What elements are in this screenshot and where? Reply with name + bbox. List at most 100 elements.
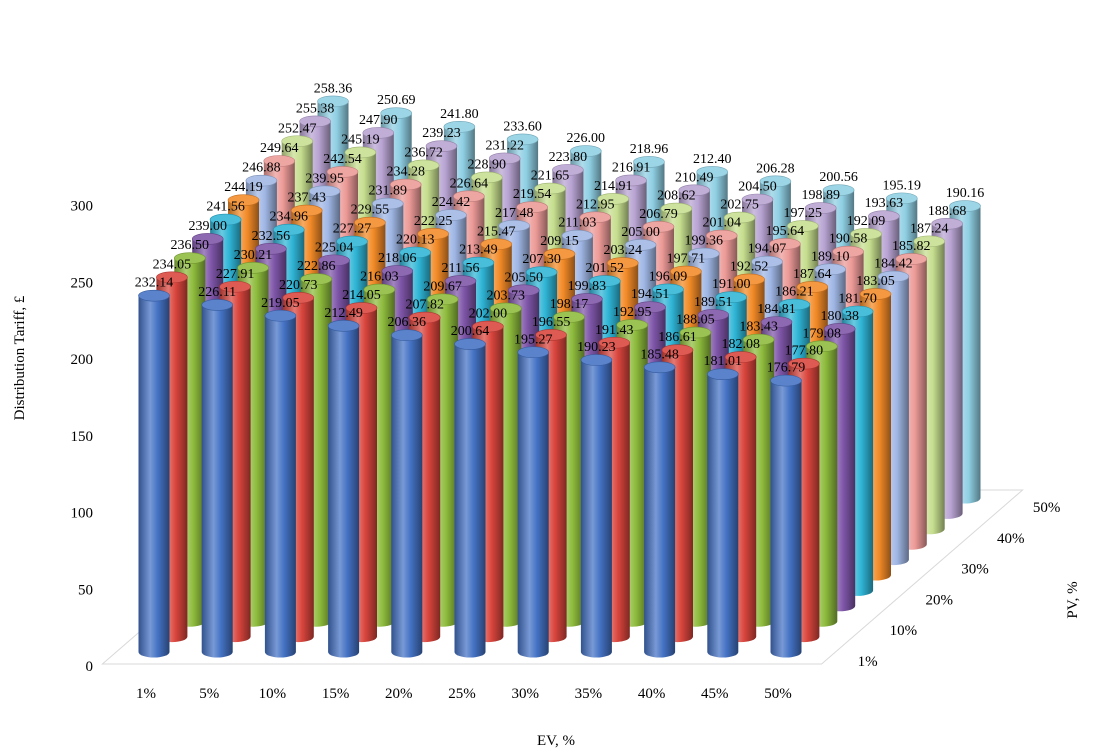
bar-top — [561, 229, 594, 242]
x-tick-label: 1% — [136, 686, 156, 702]
bar-top — [209, 213, 242, 226]
bar-body — [391, 335, 423, 658]
data-label: 203.73 — [487, 288, 526, 303]
data-label: 244.19 — [224, 180, 263, 195]
bar-top — [281, 135, 314, 148]
data-label: 182.08 — [721, 337, 760, 352]
bar-top — [470, 171, 503, 184]
bar-body — [138, 295, 170, 658]
bar-top — [363, 283, 396, 296]
data-label: 189.51 — [694, 295, 733, 310]
x-axis-title: EV, % — [537, 733, 575, 749]
data-label: 211.56 — [442, 261, 480, 276]
data-label: 226.11 — [198, 285, 236, 300]
bar-top — [687, 247, 720, 260]
data-label: 215.47 — [477, 224, 516, 239]
data-label: 206.28 — [756, 161, 795, 176]
bars — [138, 95, 981, 658]
data-label: 201.52 — [586, 261, 625, 276]
data-label: 239.00 — [188, 219, 227, 234]
data-label: 197.71 — [667, 252, 706, 267]
y-tick-label: 250 — [71, 275, 94, 291]
depth-tick-label: 40% — [997, 531, 1025, 547]
bar-top — [931, 217, 963, 230]
bar-top — [264, 309, 297, 322]
data-label: 199.36 — [685, 234, 724, 249]
data-label: 206.36 — [388, 315, 427, 330]
data-label: 212.49 — [324, 306, 363, 321]
data-label: 206.79 — [639, 207, 678, 222]
bar-body — [770, 380, 802, 658]
bar-top — [426, 293, 459, 306]
bar-top — [381, 265, 414, 277]
data-label: 177.80 — [785, 344, 824, 359]
bar-body — [580, 359, 612, 658]
data-label: 183.43 — [739, 320, 778, 335]
bar-top — [705, 229, 738, 242]
bar-top — [615, 174, 647, 187]
bar-top — [371, 197, 404, 210]
data-label: 237.43 — [287, 191, 326, 206]
bar-top — [227, 194, 260, 206]
bar-top — [245, 174, 278, 187]
data-label: 187.24 — [910, 221, 949, 236]
bar-body — [328, 325, 360, 658]
data-label: 226.00 — [567, 131, 606, 146]
data-label: 190.16 — [946, 186, 985, 201]
bar-top — [841, 305, 874, 318]
data-label: 258.36 — [314, 81, 353, 96]
x-tick-label: 30% — [511, 686, 539, 702]
bar-top — [759, 175, 792, 188]
bar-top — [616, 319, 649, 331]
data-label: 229.55 — [351, 203, 390, 218]
data-label: 190.58 — [829, 232, 868, 247]
y-tick-label: 200 — [71, 352, 94, 368]
bar-top — [733, 273, 765, 286]
bar-top — [543, 248, 576, 260]
bar-top — [282, 291, 315, 304]
bar-top — [788, 357, 820, 370]
bar-top — [435, 209, 467, 221]
bar-top — [472, 320, 504, 333]
bar-top — [219, 280, 251, 293]
bar-top — [832, 245, 864, 258]
bar-top — [354, 216, 386, 229]
data-label: 227.91 — [216, 267, 255, 282]
data-label: 200.56 — [819, 170, 858, 185]
x-tick-label: 40% — [638, 686, 666, 702]
bar-top — [588, 275, 621, 287]
bar-top — [507, 284, 540, 297]
bar-top — [480, 238, 513, 251]
x-tick-label: 10% — [259, 686, 287, 702]
data-label: 212.40 — [693, 152, 732, 167]
data-label: 210.49 — [675, 170, 714, 185]
bar-top — [517, 346, 550, 359]
data-label: 200.64 — [451, 324, 490, 339]
bar-top — [696, 166, 729, 178]
data-label: 245.19 — [341, 132, 380, 147]
bar-top — [380, 107, 413, 119]
data-label: 232.14 — [135, 276, 174, 291]
data-label: 234.28 — [386, 165, 425, 180]
bar-top — [201, 299, 233, 311]
bar-top — [895, 253, 928, 265]
y-tick-label: 300 — [71, 199, 94, 215]
bar-top — [534, 182, 566, 195]
data-label: 198.17 — [550, 297, 589, 312]
bar-top — [345, 302, 378, 314]
data-label: 202.75 — [720, 198, 759, 213]
data-label: 247.90 — [359, 113, 398, 128]
data-label: 183.05 — [856, 274, 895, 289]
x-tick-label: 15% — [322, 686, 350, 702]
bar — [390, 329, 423, 658]
bar-top — [670, 265, 702, 278]
data-label: 208.62 — [657, 189, 696, 204]
data-label: 194.51 — [631, 287, 670, 302]
bar-top — [598, 336, 631, 349]
bar-top — [778, 298, 811, 311]
data-label: 239.95 — [305, 171, 344, 186]
bar-top — [553, 311, 585, 323]
data-label: 181.01 — [704, 354, 743, 369]
bar-top — [679, 326, 712, 339]
